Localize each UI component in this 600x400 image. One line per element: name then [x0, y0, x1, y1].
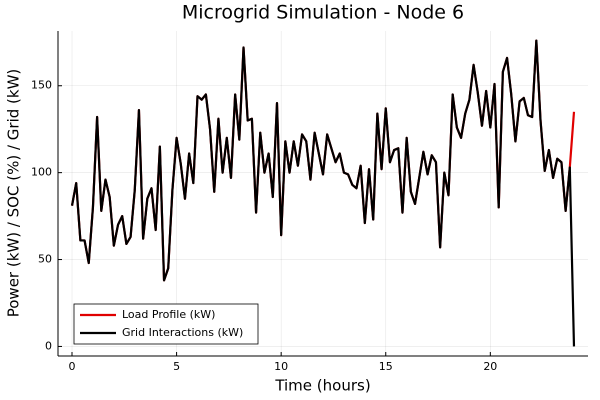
y-tick-label: 50 [38, 253, 52, 266]
x-tick-label: 5 [173, 360, 180, 373]
x-tick-label: 15 [379, 360, 393, 373]
x-tick-label: 0 [69, 360, 76, 373]
legend-box [73, 303, 259, 345]
chart-title: Microgrid Simulation - Node 6 [182, 2, 464, 24]
y-tick-label: 150 [31, 79, 52, 92]
series-line [70, 39, 576, 282]
x-tick-label: 10 [274, 360, 288, 373]
y-tick-label: 100 [31, 166, 52, 179]
y-tick-label: 0 [45, 339, 52, 352]
legend-label: Grid Interactions (kW) [122, 326, 243, 339]
x-axis-label: Time (hours) [274, 377, 370, 395]
legend-label: Load Profile (kW) [122, 308, 215, 321]
series-line [70, 39, 576, 347]
y-axis-label: Power (kW) / SOC (%) / Grid (kW) [5, 69, 23, 318]
x-tick-label: 20 [483, 360, 497, 373]
